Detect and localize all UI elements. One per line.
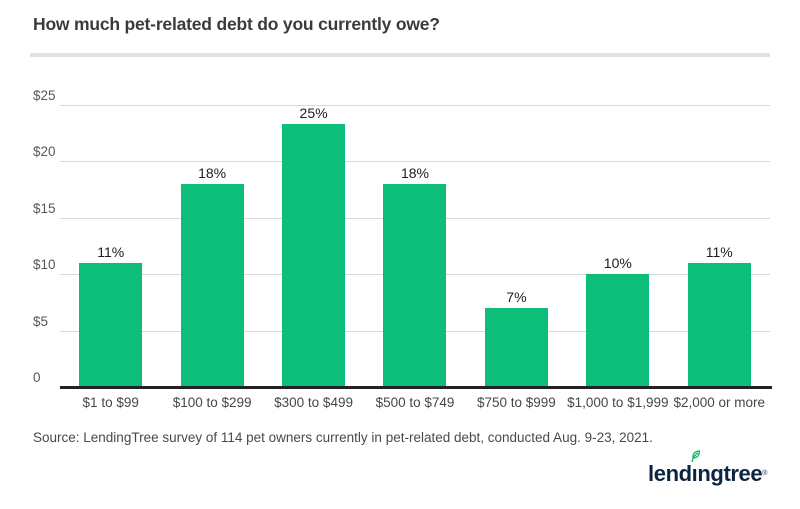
bar: [180, 183, 244, 387]
x-tick-label: $1,000 to $1,999: [567, 395, 669, 410]
bars-container: 11% 18% 25% 18% 7% 10% 11%: [60, 105, 770, 387]
bar-value-label: 11%: [97, 243, 125, 260]
leaf-icon: [691, 450, 700, 463]
x-axis-labels: $1 to $99 $100 to $299 $300 to $499 $500 to…: [60, 395, 770, 410]
bar: [586, 274, 650, 387]
y-tick-label: $15: [33, 200, 56, 216]
bar-value-label: 18%: [400, 164, 429, 181]
bar-slot: 7%: [466, 105, 567, 387]
x-axis-line: [60, 386, 772, 389]
logo-dotless-i: ı: [691, 461, 698, 486]
x-tick-label: $750 to $999: [476, 395, 556, 410]
bar: [687, 262, 751, 387]
x-tick-label: $300 to $499: [274, 395, 353, 410]
title-divider: [30, 53, 770, 57]
x-tick-label: $100 to $299: [172, 395, 252, 410]
y-tick-label: $20: [33, 144, 56, 160]
bar-chart: 11% 18% 25% 18% 7% 10% 11%: [60, 105, 770, 387]
bar: [282, 124, 346, 387]
bar-slot: 11%: [669, 105, 770, 387]
logo-text-before-i: lend: [648, 461, 692, 486]
bar: [484, 308, 548, 387]
bar-slot: 18%: [364, 105, 465, 387]
logo-i: ı: [691, 450, 700, 488]
bar-slot: 18%: [161, 105, 262, 387]
x-tick-label: $2,000 or more: [673, 395, 766, 410]
logo-text-after-i: ngtree: [697, 461, 763, 486]
x-tick-label: $1 to $99: [82, 395, 139, 410]
bar-value-label: 11%: [705, 243, 733, 260]
source-note: Source: LendingTree survey of 114 pet ow…: [33, 430, 653, 445]
y-tick-label: $5: [33, 313, 49, 329]
chart-title: How much pet-related debt do you current…: [33, 14, 440, 34]
y-tick-label: 0: [33, 370, 41, 385]
bar-value-label: 25%: [299, 105, 328, 121]
bar: [79, 262, 143, 387]
x-tick-label: $500 to $749: [375, 395, 455, 410]
bar: [383, 183, 447, 387]
bar-slot: 11%: [60, 105, 161, 387]
bar-slot: 25%: [263, 105, 364, 387]
bar-value-label: 7%: [506, 289, 527, 306]
bar-value-label: 18%: [198, 164, 227, 181]
bar-value-label: 10%: [603, 255, 632, 272]
gridline: [60, 105, 770, 106]
y-tick-label: $10: [33, 257, 56, 273]
bar-slot: 10%: [567, 105, 668, 387]
lendingtree-logo: lend ıngtree®: [648, 450, 767, 488]
gridline: [60, 161, 770, 163]
logo-trademark: ®: [762, 470, 767, 477]
y-tick-label: $25: [33, 88, 56, 103]
